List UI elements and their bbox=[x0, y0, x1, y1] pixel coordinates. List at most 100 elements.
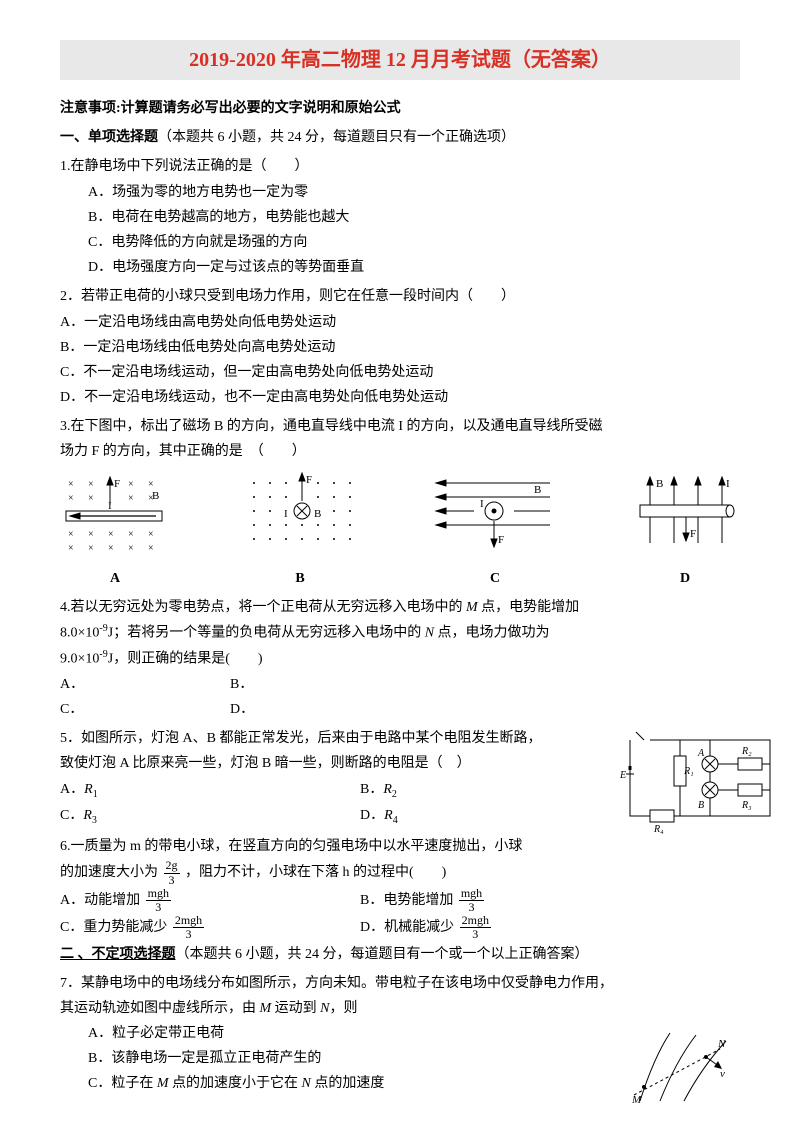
q6-b-text: B．电势能增加 bbox=[360, 893, 453, 908]
svg-text:×: × bbox=[68, 529, 74, 540]
q4-l2c: 点，电场力做功为 bbox=[434, 626, 550, 641]
q3-label-a: A bbox=[60, 566, 170, 591]
section1-rest: （本题共 6 小题，共 24 分，每道题目只有一个正确选项） bbox=[158, 130, 515, 145]
q3-svg-a: ×××× ×××× ××××× ××××× F I B bbox=[60, 475, 170, 555]
q6-options-row1: A．动能增加 mgh3 B．电势能增加 mgh3 bbox=[60, 887, 740, 914]
q4-line2: 8.0×10-9J；若将另一个等量的负电荷从无穷远移入电场中的 N 点，电场力做… bbox=[60, 620, 740, 646]
q5-a-sub: 1 bbox=[93, 788, 98, 799]
svg-text:R₂: R₂ bbox=[741, 746, 752, 757]
q4-line1: 4.若以无穷远处为零电势点，将一个正电荷从无穷远移入电场中的 M 点，电势能增加 bbox=[60, 595, 740, 620]
notice-line: 注意事项:计算题请务必写出必要的文字说明和原始公式 bbox=[60, 96, 740, 121]
svg-text:×: × bbox=[88, 529, 94, 540]
svg-text:×: × bbox=[128, 529, 134, 540]
q5-opt-d: D．R4 bbox=[360, 803, 660, 830]
q6-l2a: 的加速度大小为 bbox=[60, 865, 158, 880]
q1-opt-d: D．电场强度方向一定与过该点的等势面垂直 bbox=[60, 255, 740, 280]
q3-diagrams: ×××× ×××× ××××× ××××× F I B A bbox=[60, 471, 740, 591]
q7-stem-line2: 其运动轨迹如图中虚线所示，由 M 运动到 N，则 bbox=[60, 996, 740, 1021]
svg-text:R₁: R₁ bbox=[683, 766, 694, 777]
q6-frac-accel: 2g3 bbox=[162, 859, 182, 886]
q1-opt-a: A．场强为零的地方电势也一定为零 bbox=[60, 180, 740, 205]
svg-text:M: M bbox=[631, 1094, 642, 1106]
q4-options-row2: C． D． bbox=[60, 697, 740, 722]
q6-a-den: 3 bbox=[146, 901, 171, 914]
q4-l1b: 点，电势能增加 bbox=[478, 600, 580, 615]
q6-options-row2: C．重力势能减少 2mgh3 D．机械能减少 2mgh3 bbox=[60, 914, 740, 941]
svg-text:×: × bbox=[128, 493, 134, 504]
q1-opt-b: B．电荷在电势越高的地方，电势能也越大 bbox=[60, 205, 740, 230]
q6-opt-b: B．电势能增加 mgh3 bbox=[360, 887, 660, 914]
svg-text:B: B bbox=[534, 484, 541, 496]
svg-text:F: F bbox=[690, 528, 696, 540]
q7-c-N: N bbox=[302, 1076, 311, 1091]
q7-c-a: C．粒子在 bbox=[88, 1076, 157, 1091]
q5-a-pre: A． bbox=[60, 782, 84, 797]
q2-opt-a: A．一定沿电场线由高电势处向低电势处运动 bbox=[60, 310, 740, 335]
q3-diagram-d: B I F D bbox=[630, 471, 740, 591]
q3-svg-b: F I B bbox=[240, 471, 360, 555]
q3-svg-d: B I F bbox=[630, 471, 740, 555]
svg-text:I: I bbox=[108, 500, 112, 512]
q6-b-frac: mgh3 bbox=[457, 887, 486, 914]
q3-label-d: D bbox=[630, 566, 740, 591]
q7-c-M: M bbox=[157, 1076, 169, 1091]
q5-c-pre: C． bbox=[60, 808, 83, 823]
q6-stem: 6.一质量为 m 的带电小球，在竖直方向的匀强电场中以水平速度抛出，小球 bbox=[60, 834, 740, 859]
q7-c-b: 点的加速度小于它在 bbox=[169, 1076, 302, 1091]
q7-s2b: 运动到 bbox=[271, 1001, 320, 1016]
q6-b-num: mgh bbox=[459, 887, 484, 901]
q6-a-frac: mgh3 bbox=[144, 887, 173, 914]
q4-opt-c: C． bbox=[60, 697, 230, 722]
svg-text:×: × bbox=[128, 543, 134, 554]
svg-text:R₃: R₃ bbox=[741, 800, 752, 811]
q3: 3.在下图中，标出了磁场 B 的方向，通电直导线中电流 I 的方向，以及通电直导… bbox=[60, 414, 740, 591]
q3-diagram-b: F I B B bbox=[240, 471, 360, 591]
svg-text:A: A bbox=[697, 748, 705, 759]
q3-svg-c: B I F bbox=[430, 471, 560, 555]
q5-b-sym: R bbox=[383, 782, 392, 797]
q5-c-sub: 3 bbox=[92, 815, 97, 826]
svg-text:B: B bbox=[314, 508, 321, 520]
q6-d-den: 3 bbox=[460, 928, 491, 941]
section1-heading: 一、单项选择题（本题共 6 小题，共 24 分，每道题目只有一个正确选项） bbox=[60, 125, 740, 150]
q3-diagram-a: ×××× ×××× ××××× ××××× F I B A bbox=[60, 475, 170, 591]
q6-d-num: 2mgh bbox=[460, 914, 491, 928]
q4-l3a: 9.0×10 bbox=[60, 652, 99, 667]
svg-text:×: × bbox=[148, 529, 154, 540]
svg-text:×: × bbox=[148, 543, 154, 554]
q7-trajectory-diagram: M N v bbox=[620, 1027, 740, 1107]
q6-c-text: C．重力势能减少 bbox=[60, 920, 167, 935]
svg-text:×: × bbox=[68, 479, 74, 490]
q1-stem: 1.在静电场中下列说法正确的是（ ） bbox=[60, 154, 740, 179]
q6-c-den: 3 bbox=[173, 928, 204, 941]
svg-text:×: × bbox=[68, 493, 74, 504]
svg-text:F: F bbox=[306, 474, 312, 486]
q5-d-sub: 4 bbox=[393, 815, 398, 826]
q3-stem-line1: 3.在下图中，标出了磁场 B 的方向，通电直导线中电流 I 的方向，以及通电直导… bbox=[60, 414, 740, 439]
svg-text:F: F bbox=[498, 534, 504, 546]
q1-opt-c: C．电势降低的方向就是场强的方向 bbox=[60, 230, 740, 255]
q4-l2a: 8.0×10 bbox=[60, 626, 99, 641]
q4-line3: 9.0×10-9J，则正确的结果是( ) bbox=[60, 646, 740, 672]
q5-opt-a: A．R1 bbox=[60, 777, 360, 804]
q5-opt-c: C．R3 bbox=[60, 803, 360, 830]
q6-opt-d: D．机械能减少 2mgh3 bbox=[360, 914, 660, 941]
q5-opt-b: B．R2 bbox=[360, 777, 660, 804]
q5-a-sym: R bbox=[84, 782, 93, 797]
svg-text:I: I bbox=[726, 478, 730, 490]
q6-opt-a: A．动能增加 mgh3 bbox=[60, 887, 360, 914]
q3-diagram-c: B I F C bbox=[430, 471, 560, 591]
q2-opt-d: D．不一定沿电场线运动，也不一定由高电势处向低电势处运动 bbox=[60, 385, 740, 410]
q6-accel-num: 2g bbox=[164, 859, 180, 873]
q1: 1.在静电场中下列说法正确的是（ ） A．场强为零的地方电势也一定为零 B．电荷… bbox=[60, 154, 740, 280]
q5-c-sym: R bbox=[83, 808, 92, 823]
q6-d-frac: 2mgh3 bbox=[458, 914, 493, 941]
q6-a-text: A．动能增加 bbox=[60, 893, 140, 908]
q5-d-sym: R bbox=[384, 808, 393, 823]
section2-heading: 二 、不定项选择题（本题共 6 小题，共 24 分，每道题目有一个或一个以上正确… bbox=[60, 942, 740, 967]
q7-s2-N: N bbox=[320, 1001, 329, 1016]
q3-label-c: C bbox=[430, 566, 560, 591]
q5: E R₁ A R₂ B R₃ R₄ 5．如图所示，灯泡 A、B 都能正常发光，后… bbox=[60, 726, 740, 830]
svg-text:×: × bbox=[108, 543, 114, 554]
svg-text:×: × bbox=[108, 529, 114, 540]
